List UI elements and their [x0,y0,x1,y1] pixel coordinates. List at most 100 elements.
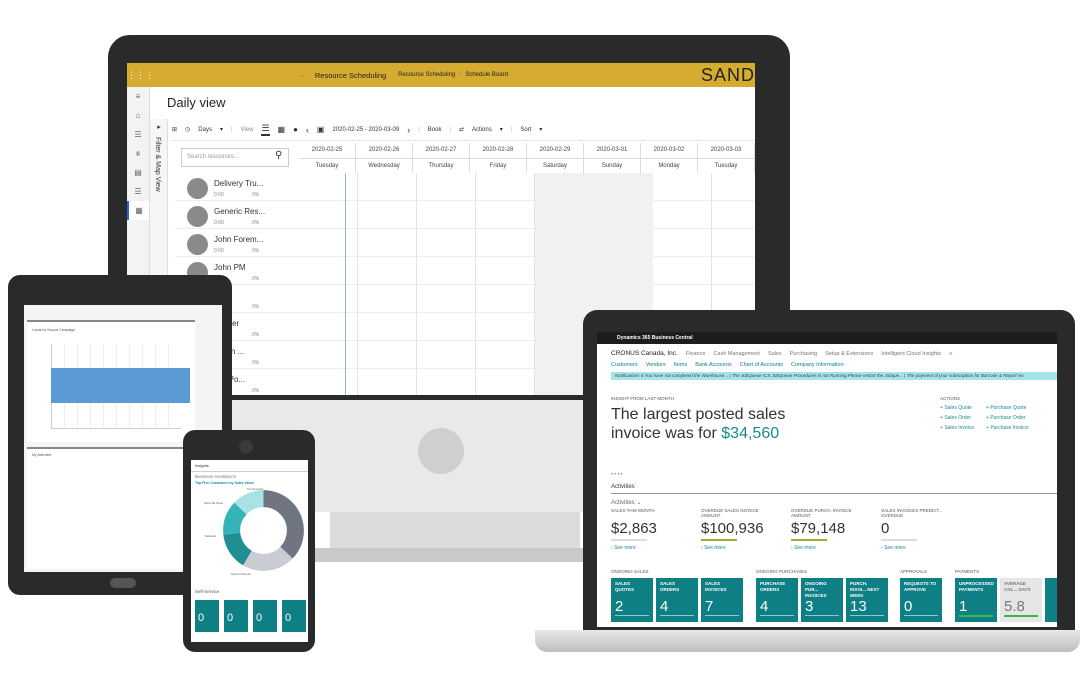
menu-item[interactable]: Purchasing [789,350,818,357]
cue-tile[interactable]: ONGOING PUR... INVOICES 3 [801,578,843,622]
cue-tile[interactable]: REQUESTS TO APPROVE 0 [900,578,942,622]
kpi-value: $2,863 [611,520,657,537]
calendar-icon[interactable]: ▦ [127,201,149,220]
donut-chart[interactable] [221,488,306,573]
quick-link[interactable]: Chart of Accounts [739,362,784,368]
action-link[interactable]: + Sales Quote [940,405,972,411]
actions-list: + Sales Quote + Purchase Quote + Sales Ord… [940,405,1050,431]
cue-tile[interactable]: SALES QUOTES 2 [611,578,653,622]
quick-link[interactable]: Company Information [791,362,844,368]
business-assistance[interactable]: Business Assistance [195,474,237,479]
company-name[interactable]: CRONUS Canada, Inc. [611,350,678,357]
see-more-link[interactable]: › See more [791,544,816,551]
actions-dropdown[interactable]: Actions [472,126,492,133]
insight-label: INSIGHT FROM LAST MONTH [611,396,674,401]
chart-bar[interactable] [51,368,190,403]
calendar-icon[interactable]: ▣ [316,125,325,134]
day-name: Friday [470,158,526,173]
day-column-header[interactable]: 2020-03-02 Monday [641,143,698,173]
action-link[interactable]: + Purchase Order [986,415,1026,421]
resource-utilization: 0% [252,304,260,310]
legend-label: School of Fine Art [231,573,251,576]
list-view-icon[interactable]: ☰ [261,123,270,136]
cue-tile[interactable]: PURCH. INVOI... NEXT WEEK 13 [846,578,888,622]
days-dropdown[interactable]: Days [198,126,212,133]
menu-item[interactable]: Intelligent Cloud Insights [881,350,942,357]
kpi[interactable]: SALES INVOICES PREDICT... OVERDUE 0 › See … [881,508,966,551]
app-name[interactable]: Resource Scheduling [314,70,387,80]
expand-collapse-icon[interactable]: ⊞ [172,127,178,133]
donut-slice[interactable] [223,490,304,571]
search-resources-input[interactable]: Search resources... [181,148,289,167]
see-more-link[interactable]: › See more [881,544,906,551]
see-more-link[interactable]: › See more [611,544,636,551]
day-column-header[interactable]: 2020-02-25 Tuesday [299,143,356,173]
donut-slice[interactable] [223,490,304,571]
cue-tile[interactable]: AVERAGE COL... DAYS 5.8 [1000,578,1042,622]
day-column-header[interactable]: 2020-02-29 Saturday [527,143,584,173]
chevron-down-icon[interactable]: ⌄ [299,72,305,79]
action-link[interactable]: + Purchase Invoice [986,425,1029,431]
day-column-header[interactable]: 2020-03-01 Sunday [584,143,641,173]
quick-link[interactable]: Customers [611,362,638,368]
document-icon[interactable]: ▤ [134,168,142,177]
carousel-dots[interactable]: •••• [611,472,624,478]
tile[interactable]: 0 [253,600,277,632]
quick-link[interactable]: Vendors [645,362,666,368]
tile[interactable]: 0 [195,600,219,632]
donut-slice[interactable] [223,490,304,571]
kpi-label: OVERDUE PURCH. INVOICE AMOUNT [791,508,852,518]
insight-amount[interactable]: $34,560 [721,425,780,442]
kpi[interactable]: OVERDUE SALES INVOICE AMOUNT $100,936 › Se… [701,508,786,551]
resource-row[interactable]: Delivery Tru... 0:00 0% [175,173,299,201]
tile[interactable]: 0 [282,600,306,632]
resource-row[interactable]: Generic Res... 0:00 0% [175,201,299,229]
cue-tile[interactable] [1045,578,1057,622]
quick-link[interactable]: Bank Accounts [695,362,732,368]
previous-icon[interactable]: ‹ [305,124,309,135]
book-button[interactable]: Book [427,126,442,133]
menu-item[interactable]: Sales [767,350,782,357]
list-icon[interactable]: ☰ [134,130,142,139]
cue-tile[interactable]: PURCHASE ORDERS 4 [756,578,798,622]
kpi[interactable]: SALES THIS MONTH $2,863 › See more [611,508,696,551]
date-range[interactable]: 2020-02-25 - 2020-03-09 [332,126,400,133]
cue-tile[interactable]: SALES INVOICES 7 [701,578,743,622]
notification-bar[interactable]: Notifications 4 You have not completed t… [611,372,1057,380]
tile-value: 3 [805,598,814,615]
search-icon[interactable]: ⚲ [275,150,283,161]
day-column-header[interactable]: 2020-03-03 Tuesday [698,143,755,173]
next-icon[interactable]: › [407,124,411,135]
app-launcher-icon[interactable]: ⋮⋮⋮ [127,69,154,80]
grid-view-icon[interactable]: ▦ [277,125,286,134]
resource-row[interactable]: John Forem... 0:00 0% [175,229,299,257]
resource-name: Generic Res... [214,207,266,216]
kpi-value: 0 [881,520,890,537]
day-date: 2020-02-25 [311,147,343,153]
list-icon[interactable]: ☰ [134,187,142,196]
home-icon[interactable]: ⌂ [135,111,141,120]
breadcrumb-1[interactable]: Resource Scheduling [398,72,456,78]
hamburger-icon[interactable]: ≡ [135,92,141,101]
globe-icon[interactable]: ● [293,125,298,134]
quick-link[interactable]: Items [673,362,688,368]
action-link[interactable]: + Purchase Quote [986,405,1027,411]
people-icon[interactable]: ዩ [136,149,140,158]
action-link[interactable]: + Sales Invoice [940,425,975,431]
sort-dropdown[interactable]: Sort [520,126,532,133]
cue-tile[interactable]: SALES ORDERS 4 [656,578,698,622]
activities-group[interactable]: Activities ⌄ [611,500,642,506]
day-column-header[interactable]: 2020-02-27 Thursday [413,143,470,173]
menu-item[interactable]: Setup & Extensions [825,350,874,357]
day-column-header[interactable]: 2020-02-26 Wednesday [356,143,413,173]
menu-item[interactable]: Cash Management [713,350,760,357]
action-link[interactable]: + Sales Order [940,415,971,421]
breadcrumb-2[interactable]: Schedule Board [465,72,508,78]
tile[interactable]: 0 [224,600,248,632]
more-icon[interactable]: ≡ [949,350,953,357]
day-column-header[interactable]: 2020-02-28 Friday [470,143,527,173]
kpi[interactable]: OVERDUE PURCH. INVOICE AMOUNT $79,148 › Se… [791,508,876,551]
menu-item[interactable]: Finance [685,350,706,357]
see-more-link[interactable]: › See more [701,544,726,551]
cue-tile[interactable]: UNPROCESSED PAYMENTS 1 [955,578,997,622]
